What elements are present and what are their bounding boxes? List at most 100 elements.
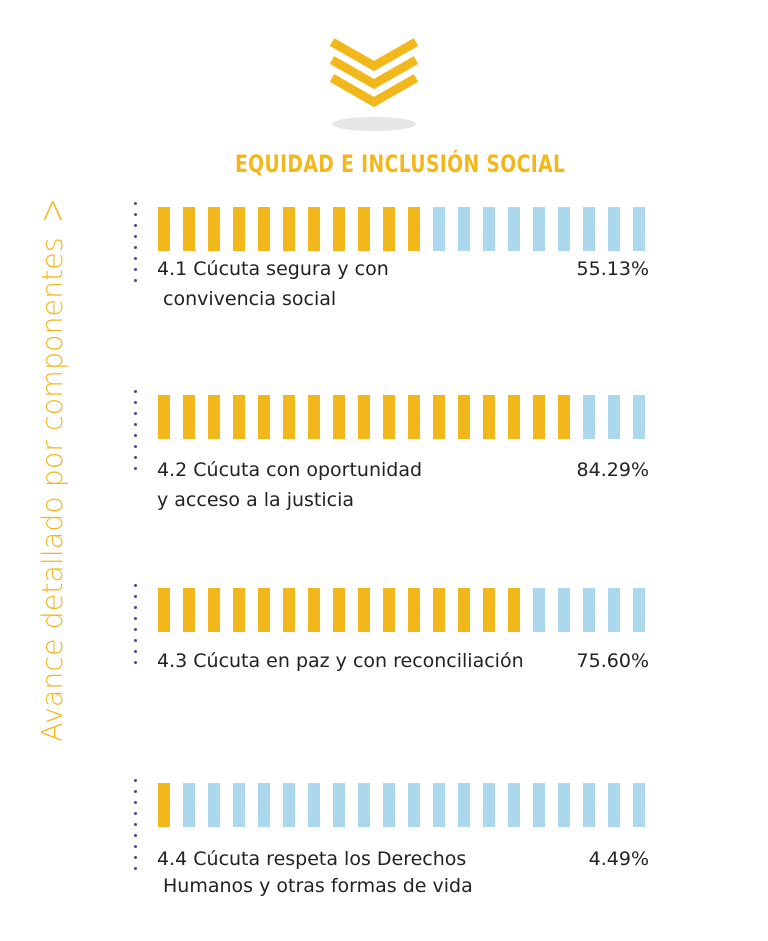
bar-segment-filled	[508, 588, 520, 632]
component-label-4-4-line2: Humanos y otras formas de vida	[163, 875, 473, 897]
bar-segment-empty	[608, 588, 620, 632]
bar-segment-filled	[233, 207, 245, 251]
bar-segment-filled	[483, 395, 495, 439]
bar-segment-empty	[433, 207, 445, 251]
bar-segment-empty	[608, 783, 620, 827]
bar-segment-empty	[633, 395, 645, 439]
bar-segment-empty	[508, 207, 520, 251]
bar-segment-empty	[483, 207, 495, 251]
bar-segment-empty	[558, 588, 570, 632]
dots-divider	[134, 584, 138, 672]
bar-segment-filled	[483, 588, 495, 632]
bar-segment-empty	[483, 783, 495, 827]
bar-segment-empty	[433, 783, 445, 827]
bar-segment-empty	[583, 207, 595, 251]
side-label: Avance detallado por componentes >	[30, 160, 74, 780]
bar-segment-filled	[183, 588, 195, 632]
bar-segment-filled	[333, 395, 345, 439]
bar-segment-filled	[558, 395, 570, 439]
bar-segment-empty	[333, 783, 345, 827]
dots-divider	[134, 779, 138, 878]
bar-segment-filled	[283, 207, 295, 251]
bar-segment-empty	[358, 783, 370, 827]
bar-segment-filled	[158, 207, 170, 251]
component-label-4-2-line2: y acceso a la justicia	[157, 489, 355, 511]
chevron-down-icon	[329, 38, 419, 131]
bar-segment-filled	[383, 207, 395, 251]
bar-segment-empty	[408, 783, 420, 827]
bar-segment-empty	[208, 783, 220, 827]
bar-segment-filled	[283, 588, 295, 632]
bar-segment-filled	[208, 395, 220, 439]
bar-segment-filled	[358, 588, 370, 632]
bar-segment-filled	[258, 395, 270, 439]
bar-segment-empty	[533, 783, 545, 827]
bar-segment-filled	[408, 395, 420, 439]
component-label-4-1: 4.1 Cúcuta segura y con	[157, 258, 389, 280]
bar-segment-empty	[533, 207, 545, 251]
component-label-4-4: 4.4 Cúcuta respeta los Derechos	[157, 848, 467, 870]
bar-segment-filled	[208, 207, 220, 251]
bar-segment-empty	[458, 207, 470, 251]
bar-segment-empty	[633, 783, 645, 827]
chart-title: EQUIDAD E INCLUSIÓN SOCIAL	[235, 150, 566, 178]
bar-segment-filled	[258, 588, 270, 632]
bar-segment-empty	[283, 783, 295, 827]
side-label-text: Avance detallado por componentes	[35, 237, 69, 742]
bar-segment-empty	[533, 588, 545, 632]
bar-segment-filled	[308, 395, 320, 439]
bar-segment-filled	[408, 588, 420, 632]
bar-segment-filled	[533, 395, 545, 439]
bar-segment-empty	[633, 588, 645, 632]
bar-segment-filled	[333, 588, 345, 632]
bar-segment-filled	[308, 588, 320, 632]
bar-segment-filled	[208, 588, 220, 632]
bar-segment-filled	[458, 588, 470, 632]
bar-segment-empty	[308, 783, 320, 827]
bar-segment-filled	[158, 783, 170, 827]
bar-segment-filled	[508, 395, 520, 439]
bar-segment-empty	[508, 783, 520, 827]
bar-segment-empty	[258, 783, 270, 827]
component-percent-4-3: 75.60%	[576, 650, 649, 672]
dots-divider	[134, 202, 138, 290]
bar-segment-filled	[183, 207, 195, 251]
component-label-4-1-line2: convivencia social	[163, 288, 337, 310]
bar-segment-filled	[183, 395, 195, 439]
bar-segment-empty	[583, 783, 595, 827]
bar-segment-empty	[583, 588, 595, 632]
bar-segment-filled	[333, 207, 345, 251]
chevron-right-icon: >	[30, 198, 74, 224]
bar-segment-filled	[433, 395, 445, 439]
bar-segment-empty	[633, 207, 645, 251]
bar-segment-empty	[458, 783, 470, 827]
bar-segment-filled	[258, 207, 270, 251]
bar-segment-filled	[358, 207, 370, 251]
bar-segment-filled	[158, 588, 170, 632]
dots-divider	[134, 390, 138, 478]
component-percent-4-1: 55.13%	[576, 258, 649, 280]
component-label-4-3: 4.3 Cúcuta en paz y con reconciliación	[157, 650, 524, 672]
bar-segment-empty	[583, 395, 595, 439]
bar-segment-filled	[433, 588, 445, 632]
bar-segment-filled	[233, 395, 245, 439]
component-percent-4-4: 4.49%	[588, 848, 649, 870]
bar-segment-filled	[383, 588, 395, 632]
bar-segment-empty	[608, 207, 620, 251]
component-percent-4-2: 84.29%	[576, 459, 649, 481]
bar-segment-filled	[408, 207, 420, 251]
bar-segment-filled	[358, 395, 370, 439]
progress-bar-4-4	[158, 783, 650, 827]
bar-segment-empty	[558, 207, 570, 251]
progress-bar-4-1	[158, 207, 650, 251]
bar-segment-filled	[158, 395, 170, 439]
component-label-4-2: 4.2 Cúcuta con oportunidad	[157, 459, 423, 481]
bar-segment-empty	[183, 783, 195, 827]
progress-bar-4-3	[158, 588, 650, 632]
bar-segment-filled	[458, 395, 470, 439]
bar-segment-filled	[233, 588, 245, 632]
bar-segment-filled	[308, 207, 320, 251]
bar-segment-empty	[383, 783, 395, 827]
bar-segment-empty	[558, 783, 570, 827]
progress-bar-4-2	[158, 395, 650, 439]
